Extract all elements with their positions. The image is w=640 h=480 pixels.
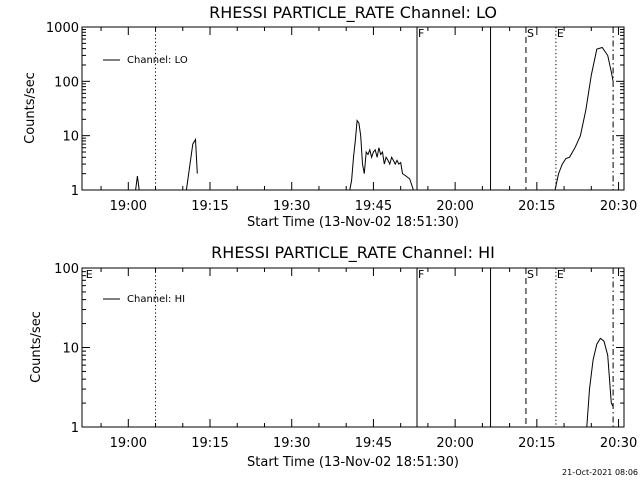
legend-label-lo: Channel: LO	[127, 55, 188, 66]
y-tick-label-hi: 10	[62, 342, 79, 357]
y-tick-label-lo: 1000	[46, 21, 79, 36]
chart-title-hi: RHESSI PARTICLE_RATE Channel: HI	[211, 243, 495, 263]
axes-frame-lo	[81, 26, 625, 191]
x-tick-label-hi: 20:15	[518, 436, 555, 451]
plot-area-lo: 19:00 19:15 19:30 19:45 20:00 20:15 20:30 1 10 10…	[46, 21, 637, 214]
legend-label-hi: Channel: HI	[127, 294, 185, 305]
y-tick-label-hi: 1	[71, 421, 79, 436]
series-line-lo	[349, 119, 414, 191]
chart-title-lo: RHESSI PARTICLE_RATE Channel: LO	[209, 3, 497, 23]
plot-area-hi: 19:00 19:15 19:30 19:45 20:00 20:15 20:30 1 10 10…	[54, 262, 637, 451]
x-tick-label-hi: 19:45	[355, 436, 392, 451]
series-line-lo	[185, 137, 198, 191]
x-axis-label-hi: Start Time (13-Nov-02 18:51:30)	[247, 455, 459, 470]
x-tick-label-lo: 20:30	[600, 199, 637, 214]
x-tick-label-lo: 19:30	[273, 199, 310, 214]
y-tick-label-lo: 1	[71, 184, 79, 199]
series-line-hi	[586, 337, 614, 428]
x-tick-label-hi: 19:30	[273, 436, 310, 451]
event-marker-label-hi: E	[86, 268, 93, 281]
x-tick-label-hi: 20:00	[436, 436, 473, 451]
event-marker-label-lo: E	[557, 27, 564, 40]
series-line-lo	[135, 176, 140, 191]
x-tick-label-lo: 19:00	[110, 199, 147, 214]
x-axis-label-lo: Start Time (13-Nov-02 18:51:30)	[247, 215, 459, 230]
event-marker-label-lo: F	[418, 27, 424, 40]
x-tick-label-lo: 20:15	[518, 199, 555, 214]
y-axis-label-hi: Counts/sec	[29, 311, 44, 383]
footer-date: 21-Oct-2021 08:06	[562, 468, 638, 477]
series-line-lo	[554, 46, 614, 191]
x-tick-label-hi: 20:30	[600, 436, 637, 451]
y-axis-label-lo: Counts/sec	[23, 72, 38, 144]
x-tick-label-hi: 19:15	[191, 436, 228, 451]
x-tick-label-lo: 20:00	[436, 199, 473, 214]
x-tick-label-lo: 19:45	[355, 199, 392, 214]
x-tick-label-lo: 19:15	[191, 199, 228, 214]
x-tick-label-hi: 19:00	[110, 436, 147, 451]
axes-frame-hi	[81, 267, 625, 428]
event-marker-label-lo: S	[527, 27, 534, 40]
y-tick-label-lo: 100	[54, 75, 79, 90]
event-marker-label-hi: S	[527, 268, 534, 281]
event-marker-label-hi: F	[418, 268, 424, 281]
event-marker-label-hi: E	[557, 268, 564, 281]
y-tick-label-lo: 10	[62, 130, 79, 145]
y-tick-label-hi: 100	[54, 262, 79, 277]
